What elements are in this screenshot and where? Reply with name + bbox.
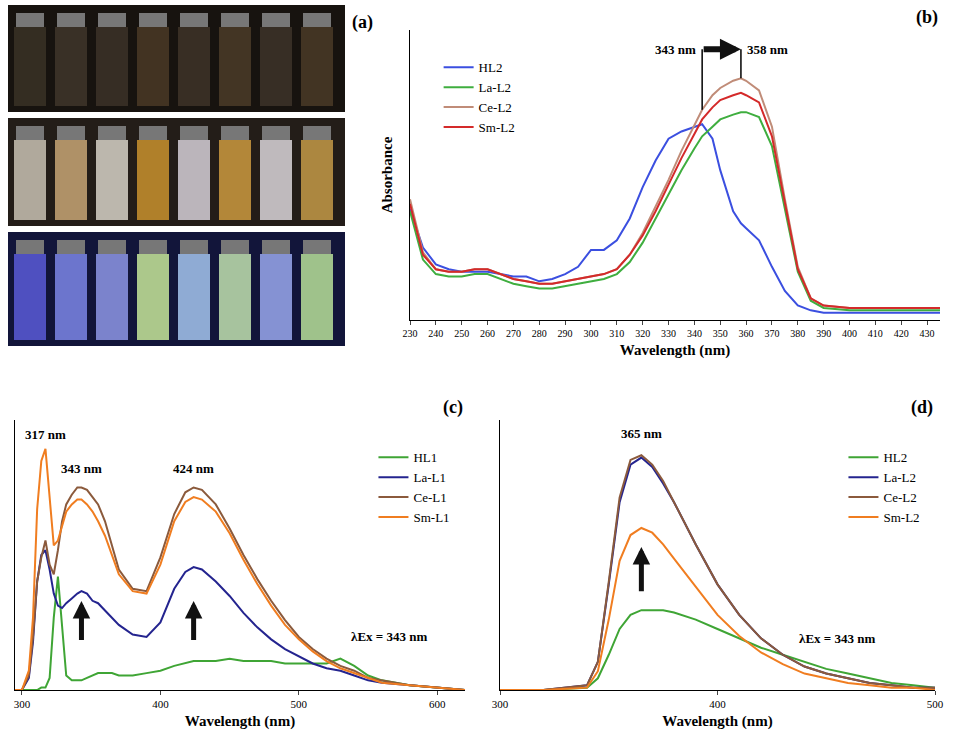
- svg-text:(b): (b): [916, 7, 938, 28]
- svg-text:300: 300: [14, 698, 31, 710]
- svg-text:317 nm: 317 nm: [25, 427, 66, 442]
- svg-text:360: 360: [739, 328, 754, 339]
- svg-text:270: 270: [506, 328, 521, 339]
- svg-text:280: 280: [532, 328, 547, 339]
- svg-text:310: 310: [609, 328, 624, 339]
- svg-text:HL2: HL2: [883, 450, 907, 465]
- svg-text:350: 350: [713, 328, 728, 339]
- svg-text:Ce-L2: Ce-L2: [883, 490, 916, 505]
- svg-text:290: 290: [558, 328, 573, 339]
- svg-text:(a): (a): [352, 12, 373, 33]
- svg-text:Ce-L1: Ce-L1: [413, 490, 446, 505]
- svg-text:500: 500: [291, 698, 308, 710]
- svg-text:La-L2: La-L2: [883, 470, 915, 485]
- svg-text:400: 400: [709, 698, 726, 710]
- svg-text:365 nm: 365 nm: [621, 426, 662, 441]
- svg-text:Sm-L2: Sm-L2: [479, 120, 515, 135]
- svg-text:370: 370: [764, 328, 779, 339]
- svg-text:343 nm: 343 nm: [655, 42, 696, 57]
- svg-text:410: 410: [868, 328, 883, 339]
- svg-text:400: 400: [842, 328, 857, 339]
- svg-text:Wavelength (nm): Wavelength (nm): [620, 342, 730, 359]
- svg-text:λEx = 343 nm: λEx = 343 nm: [351, 629, 427, 644]
- svg-text:La-L2: La-L2: [479, 80, 511, 95]
- svg-text:230: 230: [403, 328, 418, 339]
- svg-text:λEx = 343 nm: λEx = 343 nm: [799, 631, 875, 646]
- svg-text:430: 430: [920, 328, 935, 339]
- svg-text:390: 390: [816, 328, 831, 339]
- svg-text:500: 500: [927, 698, 944, 710]
- svg-text:Wavelength (nm): Wavelength (nm): [185, 713, 295, 730]
- svg-text:424 nm: 424 nm: [173, 461, 214, 476]
- svg-text:260: 260: [480, 328, 495, 339]
- svg-text:La-L1: La-L1: [413, 470, 445, 485]
- svg-text:Sm-L1: Sm-L1: [413, 510, 449, 525]
- svg-text:300: 300: [583, 328, 598, 339]
- svg-text:Wavelength (nm): Wavelength (nm): [662, 713, 772, 730]
- svg-text:343 nm: 343 nm: [61, 461, 102, 476]
- svg-text:(d): (d): [911, 397, 933, 418]
- svg-text:380: 380: [790, 328, 805, 339]
- svg-text:600: 600: [429, 698, 446, 710]
- svg-text:300: 300: [492, 698, 509, 710]
- svg-text:240: 240: [428, 328, 443, 339]
- svg-text:340: 340: [687, 328, 702, 339]
- svg-text:Absorbance: Absorbance: [379, 136, 395, 213]
- svg-text:330: 330: [661, 328, 676, 339]
- svg-text:420: 420: [894, 328, 909, 339]
- svg-text:Ce-L2: Ce-L2: [479, 100, 512, 115]
- svg-text:Sm-L2: Sm-L2: [883, 510, 919, 525]
- svg-text:400: 400: [152, 698, 169, 710]
- svg-text:358 nm: 358 nm: [747, 42, 788, 57]
- svg-text:HL1: HL1: [413, 450, 437, 465]
- svg-text:250: 250: [454, 328, 469, 339]
- svg-text:320: 320: [635, 328, 650, 339]
- svg-text:(c): (c): [443, 397, 463, 418]
- svg-text:HL2: HL2: [479, 60, 503, 75]
